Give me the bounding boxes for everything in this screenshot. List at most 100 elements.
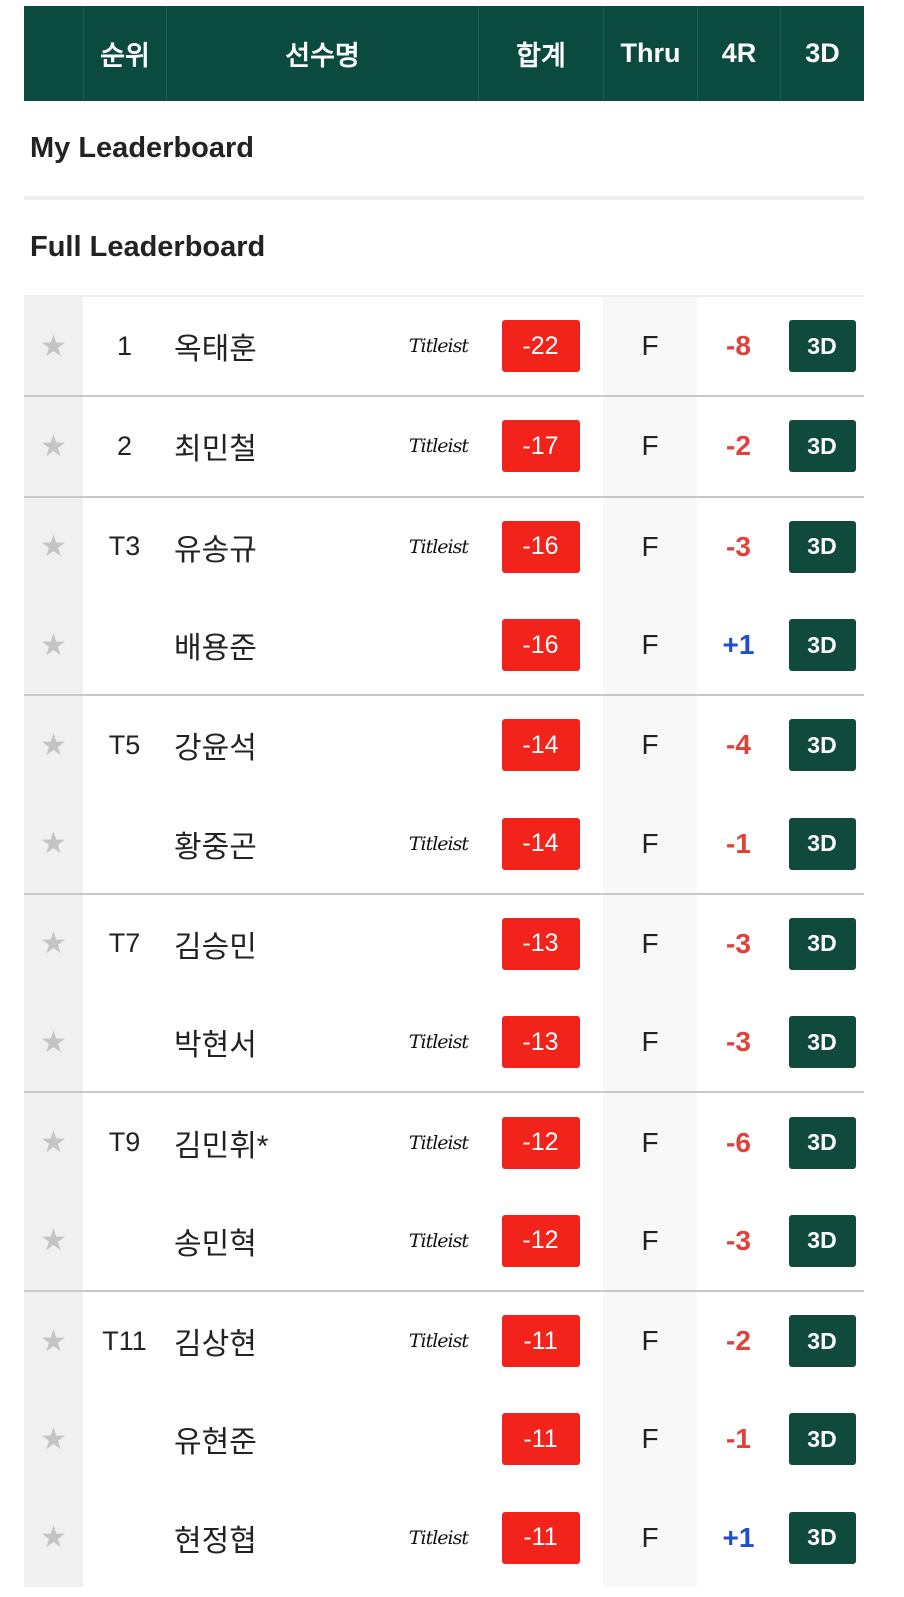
player-name[interactable]: 송민혁 [174, 1227, 257, 1261]
favorite-star-icon[interactable]: ★ [24, 1093, 83, 1192]
3d-button[interactable]: 3D [788, 1116, 856, 1169]
player-cell[interactable]: 옥태훈 Titleist [166, 297, 478, 395]
favorite-star-icon[interactable]: ★ [24, 497, 83, 596]
favorite-star-icon[interactable]: ★ [24, 894, 83, 994]
favorite-star-icon[interactable]: ★ [24, 1390, 83, 1489]
3d-cell: 3D [780, 895, 864, 993]
player-name[interactable]: 박현서 [174, 1029, 257, 1063]
3d-button[interactable]: 3D [788, 1511, 856, 1564]
player-cell[interactable]: 최민철 Titleist [166, 397, 478, 495]
table-header: 순위 선수명 합계 Thru 4R 3D [24, 6, 864, 101]
table-row[interactable]: ★ T3 유송규 Titleist -16 F -3 3D [24, 495, 864, 596]
total-score-badge: -16 [501, 520, 580, 573]
3d-button[interactable]: 3D [788, 320, 856, 373]
thru: F [603, 1291, 697, 1391]
round4-score: -6 [726, 1126, 751, 1158]
player-cell[interactable]: 유현준 [166, 1390, 478, 1488]
3d-button[interactable]: 3D [788, 1413, 856, 1466]
round4-score: -3 [726, 530, 751, 562]
header-player: 선수명 [166, 6, 478, 101]
sponsor-logo: Titleist [408, 1031, 469, 1054]
total-score-badge: -11 [501, 1413, 580, 1466]
3d-cell: 3D [780, 1192, 864, 1290]
table-row[interactable]: ★ T11 김상현 Titleist -11 F -2 3D [24, 1289, 864, 1391]
3d-button[interactable]: 3D [788, 1315, 856, 1368]
round4-score: -4 [726, 729, 751, 761]
player-cell[interactable]: 현정협 Titleist [166, 1489, 478, 1587]
3d-button[interactable]: 3D [788, 1016, 856, 1069]
round4-score: -8 [726, 330, 751, 362]
player-name[interactable]: 김민휘* [174, 1129, 269, 1163]
table-row[interactable]: ★ T9 김민휘* Titleist -12 F -6 3D [24, 1091, 864, 1192]
total-cell: -14 [478, 794, 603, 892]
player-cell[interactable]: 유송규 Titleist [166, 498, 478, 596]
player-cell[interactable]: 김승민 [166, 895, 478, 993]
table-row[interactable]: ★ 유현준 -11 F -1 3D [24, 1390, 864, 1489]
thru: F [603, 794, 697, 893]
favorite-star-icon[interactable]: ★ [24, 297, 83, 396]
player-name[interactable]: 최민철 [174, 433, 257, 467]
table-row[interactable]: ★ 송민혁 Titleist -12 F -3 3D [24, 1191, 864, 1290]
table-row[interactable]: ★ T5 강윤석 -14 F -4 3D [24, 694, 864, 795]
thru: F [603, 696, 697, 795]
table-row[interactable]: ★ T7 김승민 -13 F -3 3D [24, 892, 864, 994]
thru: F [603, 397, 697, 496]
3d-cell: 3D [780, 498, 864, 596]
player-name[interactable]: 유송규 [174, 533, 257, 567]
3d-cell: 3D [780, 1093, 864, 1191]
player-name[interactable]: 옥태훈 [174, 333, 257, 367]
thru: F [603, 297, 697, 396]
player-name[interactable]: 황중곤 [174, 830, 257, 864]
total-cell: -14 [478, 696, 603, 794]
total-score-badge: -14 [501, 817, 580, 870]
total-cell: -11 [478, 1390, 603, 1488]
player-name[interactable]: 김승민 [174, 930, 257, 964]
table-row[interactable]: ★ 2 최민철 Titleist -17 F -2 3D [24, 395, 864, 496]
favorite-star-icon[interactable]: ★ [24, 696, 83, 795]
favorite-star-icon[interactable]: ★ [24, 993, 83, 1092]
sponsor-logo: Titleist [408, 335, 469, 358]
table-row[interactable]: ★ 배용준 -16 F +1 3D [24, 595, 864, 695]
3d-button[interactable]: 3D [788, 520, 856, 573]
table-row[interactable]: ★ 현정협 Titleist -11 F +1 3D [24, 1488, 864, 1587]
player-cell[interactable]: 김민휘* Titleist [166, 1093, 478, 1191]
3d-button[interactable]: 3D [788, 917, 856, 970]
round4-score: -3 [726, 927, 751, 959]
player-cell[interactable]: 황중곤 Titleist [166, 794, 478, 892]
favorite-star-icon[interactable]: ★ [24, 1291, 83, 1391]
3d-button[interactable]: 3D [788, 619, 856, 672]
table-row[interactable]: ★ 황중곤 Titleist -14 F -1 3D [24, 794, 864, 893]
rank: T9 [108, 1127, 141, 1158]
header-favorite [24, 6, 83, 101]
player-name[interactable]: 강윤석 [174, 732, 257, 766]
favorite-star-icon[interactable]: ★ [24, 595, 83, 695]
player-name[interactable]: 유현준 [174, 1426, 257, 1460]
table-row[interactable]: ★ 1 옥태훈 Titleist -22 F -8 3D [24, 295, 864, 396]
round4-score: +1 [722, 629, 755, 661]
rank [83, 993, 166, 1091]
3d-button[interactable]: 3D [788, 817, 856, 870]
favorite-star-icon[interactable]: ★ [24, 397, 83, 496]
total-cell: -11 [478, 1292, 603, 1390]
3d-button[interactable]: 3D [788, 719, 856, 772]
3d-cell: 3D [780, 397, 864, 495]
3d-button[interactable]: 3D [788, 1214, 856, 1267]
rank: 2 [116, 430, 133, 461]
player-name[interactable]: 현정협 [174, 1524, 257, 1558]
round4-score: -2 [726, 430, 751, 462]
favorite-star-icon[interactable]: ★ [24, 1191, 83, 1290]
player-cell[interactable]: 김상현 Titleist [166, 1292, 478, 1390]
sponsor-logo: Titleist [408, 535, 469, 558]
favorite-star-icon[interactable]: ★ [24, 794, 83, 893]
player-cell[interactable]: 박현서 Titleist [166, 993, 478, 1091]
total-score-badge: -12 [501, 1214, 580, 1267]
player-name[interactable]: 김상현 [174, 1328, 257, 1362]
player-cell[interactable]: 강윤석 [166, 696, 478, 794]
player-cell[interactable]: 송민혁 Titleist [166, 1192, 478, 1290]
player-cell[interactable]: 배용준 [166, 596, 478, 694]
player-name[interactable]: 배용준 [174, 632, 257, 666]
table-row[interactable]: ★ 박현서 Titleist -13 F -3 3D [24, 993, 864, 1092]
favorite-star-icon[interactable]: ★ [24, 1488, 83, 1587]
header-thru: Thru [603, 6, 697, 101]
3d-button[interactable]: 3D [788, 420, 856, 473]
